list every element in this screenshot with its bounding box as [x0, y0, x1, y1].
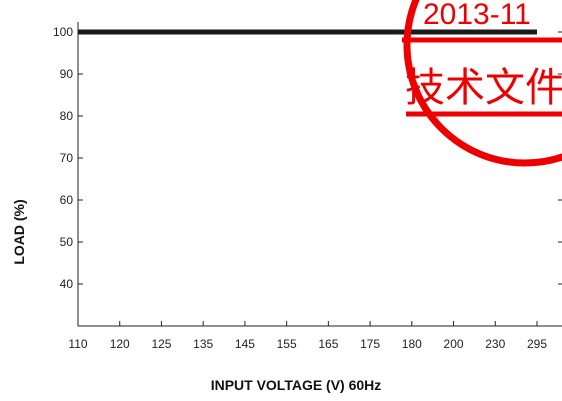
x-ticks: 110 120 125 135 145 155 165 175 180 200 230 295: [68, 321, 547, 351]
x-tick-label: 295: [527, 337, 547, 351]
x-tick-label: 175: [360, 337, 380, 351]
x-tick-label: 165: [318, 337, 338, 351]
y-ticks: 40 50 60 70 80 90 100: [53, 25, 562, 291]
seal-caption-text: 技术文件发: [405, 65, 562, 111]
y-tick-label: 100: [53, 25, 73, 39]
x-tick-label: 145: [235, 337, 255, 351]
x-axis-title: INPUT VOLTAGE (V) 60Hz: [211, 377, 382, 393]
x-tick-label: 180: [402, 337, 422, 351]
x-tick-label: 200: [444, 337, 464, 351]
y-tick-label: 60: [60, 193, 74, 207]
x-tick-label: 110: [68, 337, 87, 351]
x-tick-label: 155: [277, 337, 297, 351]
x-tick-label: 230: [485, 337, 505, 351]
x-tick-label: 120: [110, 337, 130, 351]
x-tick-label: 135: [193, 337, 213, 351]
y-axis-title: LOAD (%): [11, 199, 27, 264]
seal-outer-ring: [403, 0, 562, 167]
chart-axes: [77, 22, 562, 327]
red-seal-stamp: 2013-11 技术文件发: [402, 0, 562, 167]
y-tick-label: 80: [60, 109, 74, 123]
x-tick-label: 125: [151, 337, 171, 351]
seal-date-text: 2013-11: [423, 0, 531, 31]
y-tick-label: 70: [60, 151, 74, 165]
y-tick-label: 50: [60, 235, 74, 249]
y-tick-label: 40: [60, 277, 74, 291]
y-tick-label: 90: [60, 67, 74, 81]
